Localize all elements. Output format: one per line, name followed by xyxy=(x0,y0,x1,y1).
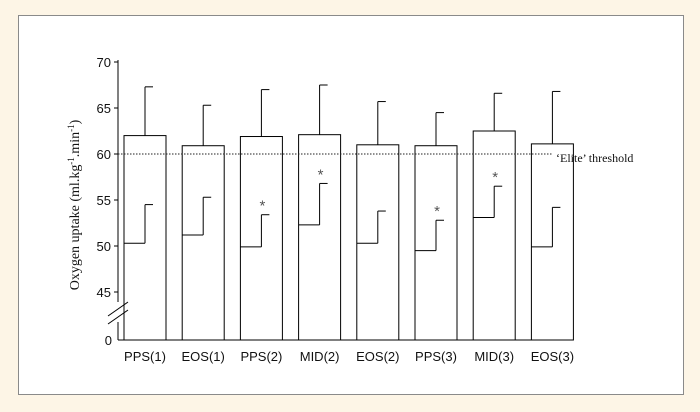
axis-break-mark xyxy=(107,309,129,325)
bar xyxy=(472,130,516,341)
significance-star: * xyxy=(492,169,498,186)
y-axis-label-mid: .min xyxy=(68,132,83,157)
y-tick-label: 45 xyxy=(97,285,111,300)
y-tick-zero: 0 xyxy=(105,333,112,348)
y-axis-label-sup1: -1 xyxy=(66,157,76,165)
x-categories: PPS(1) EOS(1) PPS(2) MID(2) EOS(2) PPS(3) MID(… xyxy=(124,349,574,364)
y-axis-label-sup2: -1 xyxy=(66,124,76,132)
y-tick-label: 60 xyxy=(97,147,111,162)
axis-break-mark xyxy=(107,301,129,317)
x-category-label: PPS(1) xyxy=(124,349,166,364)
threshold-label: ‘Elite’ threshold xyxy=(556,151,633,165)
bar xyxy=(298,134,342,341)
axes-layer: 0 xyxy=(105,60,570,348)
y-ticks: 45 50 55 60 65 70 xyxy=(97,55,118,300)
x-category-label: EOS(3) xyxy=(531,349,574,364)
x-category-label: PPS(3) xyxy=(415,349,457,364)
y-tick-label: 55 xyxy=(97,193,111,208)
x-category-label: MID(3) xyxy=(474,349,514,364)
x-category-label: EOS(1) xyxy=(182,349,225,364)
x-category-label: PPS(2) xyxy=(240,349,282,364)
x-category-label: EOS(2) xyxy=(356,349,399,364)
y-tick-label: 65 xyxy=(97,101,111,116)
significance-star: * xyxy=(259,198,265,215)
bar xyxy=(181,145,225,341)
y-axis-label-main: Oxygen uptake (ml.kg xyxy=(68,165,83,291)
y-tick-label: 70 xyxy=(97,55,111,70)
significance-star: * xyxy=(318,166,324,183)
x-category-label: MID(2) xyxy=(300,349,340,364)
significance-star: * xyxy=(434,203,440,220)
bars-layer xyxy=(123,84,574,341)
y-axis-label: Oxygen uptake (ml.kg-1.min-1) xyxy=(66,119,83,290)
y-tick-label: 50 xyxy=(97,239,111,254)
y-axis-label-end: ) xyxy=(68,119,83,124)
significance-markers: * * * * xyxy=(259,166,498,220)
